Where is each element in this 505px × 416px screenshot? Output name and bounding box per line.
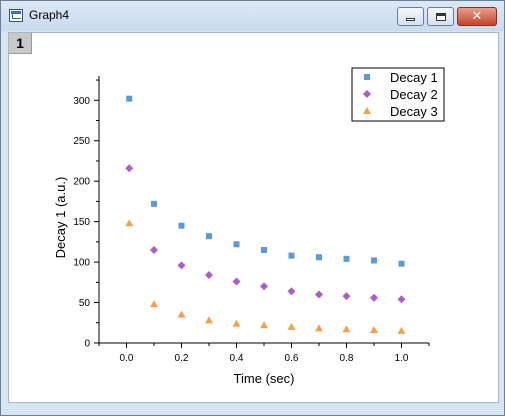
x-tick-label: 0.0 xyxy=(120,353,134,364)
window-bottom-edge xyxy=(8,403,497,410)
data-point-decay-2 xyxy=(370,293,378,302)
data-point-decay-1 xyxy=(398,260,405,267)
data-point-decay-1 xyxy=(178,222,185,229)
window-title: Graph4 xyxy=(29,8,70,22)
y-tick-label: 200 xyxy=(73,177,90,188)
x-axis-title: Time (sec) xyxy=(234,371,295,386)
x-tick-label: 0.8 xyxy=(340,353,354,364)
data-point-decay-3 xyxy=(177,310,186,318)
data-point-decay-1 xyxy=(288,252,295,259)
y-tick-label: 150 xyxy=(73,217,90,228)
legend-marker xyxy=(364,74,370,80)
data-point-decay-3 xyxy=(342,325,351,333)
decay-chart[interactable]: 0.0 0.2 0.4 0.6 0.8 1.0 0 50 100 150 200 250 300 Time… xyxy=(9,33,498,402)
data-point-decay-1 xyxy=(316,254,322,261)
close-icon: ✕ xyxy=(471,9,483,24)
legend-marker xyxy=(363,90,371,98)
graph-page[interactable]: 1 0.0 0.2 0.4 0.6 0.8 1.0 0 50 100 150 200 250 300 Ti… xyxy=(8,32,499,403)
data-point-decay-2 xyxy=(232,277,241,286)
data-point-decay-2 xyxy=(150,245,158,254)
data-point-decay-2 xyxy=(315,290,323,299)
y-axis-title: Decay 1 (a.u.) xyxy=(53,177,68,259)
y-tick-label: 300 xyxy=(73,96,90,107)
data-point-decay-1 xyxy=(371,257,377,264)
legend-label: Decay 2 xyxy=(390,87,438,102)
maximize-icon xyxy=(435,12,446,21)
data-point-decay-2 xyxy=(342,292,351,301)
minimize-icon xyxy=(406,17,415,21)
y-tick-label: 250 xyxy=(73,136,90,147)
minimize-button[interactable] xyxy=(397,7,424,26)
data-point-decay-1 xyxy=(126,95,133,102)
layer-tab[interactable]: 1 xyxy=(9,33,32,54)
data-point-decay-1 xyxy=(261,246,267,253)
x-tick-label: 0.4 xyxy=(230,353,244,364)
data-point-decay-3 xyxy=(125,219,134,227)
data-point-decay-3 xyxy=(287,322,296,330)
y-tick-label: 50 xyxy=(79,298,91,309)
data-point-decay-1 xyxy=(233,241,240,248)
data-point-decay-3 xyxy=(205,316,213,324)
data-point-decay-3 xyxy=(397,326,406,334)
data-point-decay-2 xyxy=(125,164,134,173)
data-point-decay-2 xyxy=(177,261,186,270)
y-tick-label: 0 xyxy=(84,339,90,350)
data-point-decay-3 xyxy=(150,300,158,308)
graph-window-icon[interactable] xyxy=(9,9,23,22)
data-point-decay-3 xyxy=(315,324,323,332)
x-tick-label: 0.6 xyxy=(285,353,299,364)
x-tick-label: 0.2 xyxy=(175,353,189,364)
x-tick-label: 1.0 xyxy=(395,353,409,364)
data-point-decay-1 xyxy=(151,200,157,207)
data-point-decay-2 xyxy=(397,295,406,304)
y-tick-label: 100 xyxy=(73,258,90,269)
maximize-button[interactable] xyxy=(427,7,454,26)
data-point-decay-3 xyxy=(370,326,378,334)
data-point-decay-2 xyxy=(260,282,268,291)
data-point-decay-1 xyxy=(343,255,350,262)
data-point-decay-2 xyxy=(205,271,213,280)
legend-label: Decay 1 xyxy=(390,70,438,85)
legend-label: Decay 3 xyxy=(390,104,438,119)
close-button[interactable]: ✕ xyxy=(457,7,497,26)
legend-marker xyxy=(363,107,371,114)
title-bar[interactable]: Graph4 ✕ xyxy=(1,1,504,31)
data-point-decay-2 xyxy=(287,287,296,296)
data-point-decay-3 xyxy=(232,319,241,327)
data-point-decay-3 xyxy=(260,321,268,329)
data-point-decay-1 xyxy=(206,233,212,240)
